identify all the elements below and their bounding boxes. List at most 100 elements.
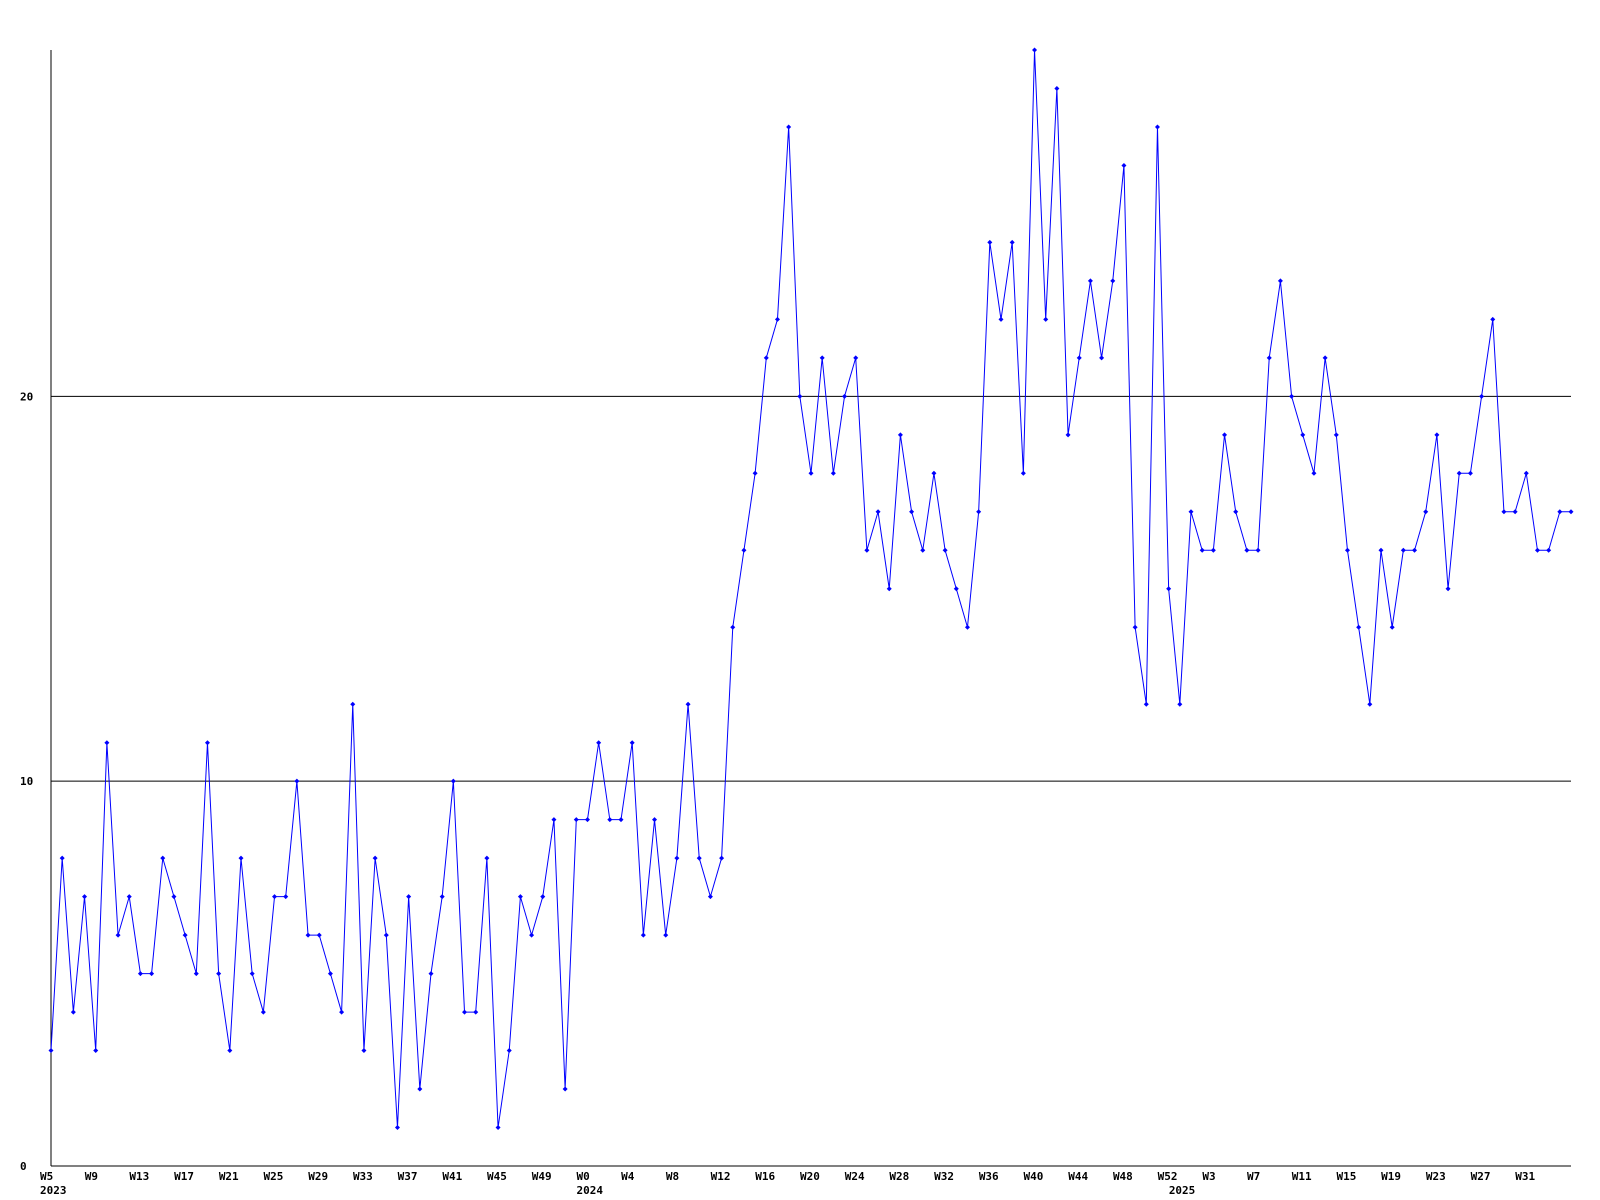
data-point bbox=[137, 971, 143, 977]
data-point bbox=[909, 509, 915, 515]
data-point bbox=[1020, 470, 1026, 476]
data-point bbox=[1099, 355, 1105, 361]
x-tick-label: W15 bbox=[1336, 1170, 1356, 1183]
data-point bbox=[1546, 547, 1552, 553]
data-point bbox=[1043, 316, 1049, 322]
data-point bbox=[294, 778, 300, 784]
data-point bbox=[741, 547, 747, 553]
x-tick-label: W19 bbox=[1381, 1170, 1401, 1183]
data-point bbox=[517, 894, 523, 900]
data-point bbox=[987, 239, 993, 245]
data-point bbox=[976, 509, 982, 515]
x-tick-label: W33 bbox=[353, 1170, 373, 1183]
x-tick-label: W28 bbox=[889, 1170, 909, 1183]
data-point bbox=[1333, 432, 1339, 438]
x-tick-label: W11 bbox=[1292, 1170, 1312, 1183]
data-point bbox=[506, 1048, 512, 1054]
data-point bbox=[1534, 547, 1540, 553]
data-point bbox=[584, 817, 590, 823]
year-label: 2025 bbox=[1169, 1184, 1196, 1197]
data-point bbox=[450, 778, 456, 784]
x-tick-label: W44 bbox=[1068, 1170, 1088, 1183]
data-point bbox=[238, 855, 244, 861]
x-tick-label: W7 bbox=[1247, 1170, 1260, 1183]
data-point bbox=[830, 470, 836, 476]
data-point bbox=[640, 932, 646, 938]
data-point bbox=[1568, 509, 1574, 515]
data-point bbox=[1255, 547, 1261, 553]
data-point bbox=[1400, 547, 1406, 553]
data-point bbox=[316, 932, 322, 938]
data-point bbox=[350, 701, 356, 707]
x-tick-label: W25 bbox=[264, 1170, 284, 1183]
x-tick-label: W37 bbox=[398, 1170, 418, 1183]
x-tick-label: W48 bbox=[1113, 1170, 1133, 1183]
data-point bbox=[1132, 624, 1138, 630]
data-point bbox=[942, 547, 948, 553]
data-point bbox=[607, 817, 613, 823]
data-point bbox=[70, 1009, 76, 1015]
data-point bbox=[383, 932, 389, 938]
year-label: 2024 bbox=[576, 1184, 603, 1197]
x-tick-label: W9 bbox=[85, 1170, 98, 1183]
data-point bbox=[652, 817, 658, 823]
x-tick-label: W21 bbox=[219, 1170, 239, 1183]
data-point bbox=[931, 470, 937, 476]
data-point bbox=[339, 1009, 345, 1015]
data-point bbox=[1054, 85, 1060, 91]
x-tick-label: W31 bbox=[1515, 1170, 1535, 1183]
x-tick-label: W45 bbox=[487, 1170, 507, 1183]
data-point bbox=[752, 470, 758, 476]
data-point bbox=[920, 547, 926, 553]
data-point bbox=[59, 855, 65, 861]
x-tick-label: W13 bbox=[129, 1170, 149, 1183]
data-point bbox=[361, 1048, 367, 1054]
data-point bbox=[853, 355, 859, 361]
x-tick-label: W16 bbox=[755, 1170, 775, 1183]
year-label: 2023 bbox=[40, 1184, 67, 1197]
data-point bbox=[372, 855, 378, 861]
data-point bbox=[439, 894, 445, 900]
data-point bbox=[674, 855, 680, 861]
x-tick-label: W40 bbox=[1024, 1170, 1044, 1183]
data-point bbox=[1445, 586, 1451, 592]
data-point bbox=[964, 624, 970, 630]
data-point bbox=[1065, 432, 1071, 438]
data-point bbox=[115, 932, 121, 938]
x-tick-label: W27 bbox=[1471, 1170, 1491, 1183]
x-tick-label: W4 bbox=[621, 1170, 635, 1183]
data-point bbox=[685, 701, 691, 707]
data-point bbox=[1166, 586, 1172, 592]
x-tick-label: W5 bbox=[40, 1170, 53, 1183]
x-tick-label: W24 bbox=[845, 1170, 865, 1183]
data-point bbox=[417, 1086, 423, 1092]
data-point bbox=[797, 393, 803, 399]
data-point bbox=[562, 1086, 568, 1092]
data-point bbox=[1501, 509, 1507, 515]
data-point bbox=[808, 470, 814, 476]
data-point bbox=[629, 740, 635, 746]
data-point bbox=[1032, 47, 1038, 53]
data-point bbox=[149, 971, 155, 977]
data-point bbox=[182, 932, 188, 938]
data-point bbox=[1512, 509, 1518, 515]
data-point bbox=[875, 509, 881, 515]
data-point bbox=[1154, 124, 1160, 130]
x-tick-label: W8 bbox=[666, 1170, 679, 1183]
data-point bbox=[1009, 239, 1015, 245]
data-point bbox=[283, 894, 289, 900]
data-point bbox=[763, 355, 769, 361]
data-point bbox=[48, 1048, 54, 1054]
x-tick-label: W0 bbox=[576, 1170, 589, 1183]
data-point bbox=[1266, 355, 1272, 361]
data-point bbox=[1389, 624, 1395, 630]
x-tick-label: W3 bbox=[1202, 1170, 1215, 1183]
data-point bbox=[495, 1125, 501, 1131]
data-point bbox=[171, 894, 177, 900]
x-tick-label: W17 bbox=[174, 1170, 194, 1183]
data-point bbox=[1322, 355, 1328, 361]
data-point bbox=[573, 817, 579, 823]
data-point bbox=[730, 624, 736, 630]
data-point bbox=[786, 124, 792, 130]
data-point bbox=[1490, 316, 1496, 322]
